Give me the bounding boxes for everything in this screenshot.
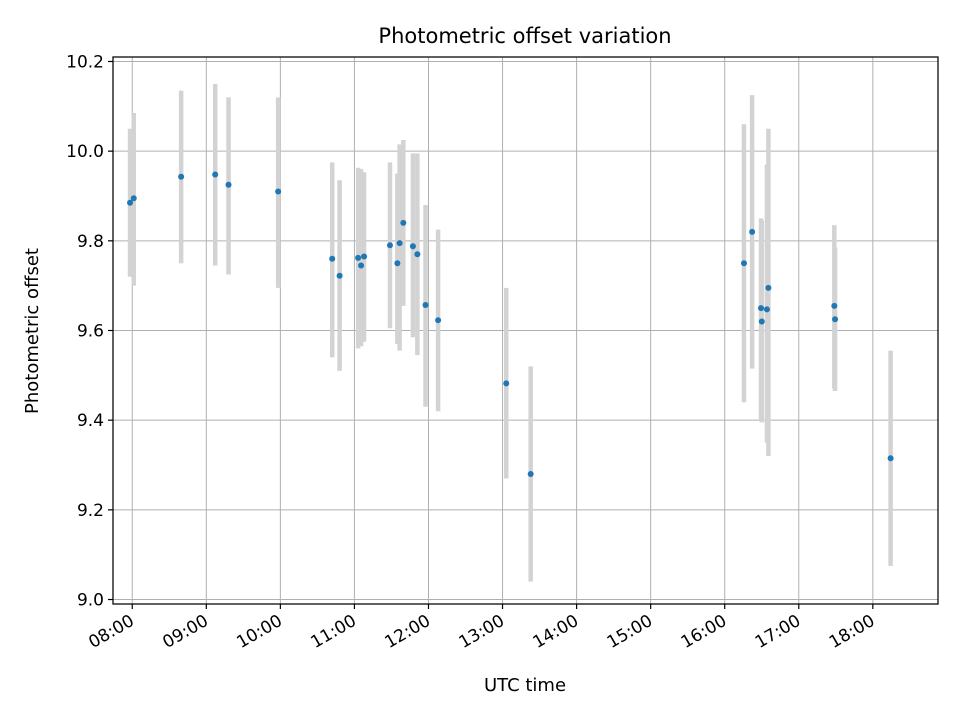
data-point [329, 255, 336, 262]
data-point [394, 260, 401, 267]
y-tick-label: 9.4 [77, 411, 104, 431]
data-point [758, 318, 765, 325]
data-point [831, 302, 838, 309]
data-point [130, 195, 137, 202]
data-point [887, 455, 894, 462]
data-point [212, 171, 219, 178]
data-point [409, 243, 416, 250]
data-point [336, 272, 343, 279]
grid [113, 57, 938, 604]
data-point [740, 260, 747, 267]
data-point [127, 199, 134, 206]
data-point [832, 316, 839, 323]
data-point [355, 254, 362, 261]
x-axis-label: UTC time [484, 675, 566, 696]
data-points [127, 171, 894, 477]
data-point [358, 262, 365, 269]
data-point [386, 242, 393, 249]
y-tick-label: 9.0 [77, 591, 104, 611]
data-point [361, 253, 368, 260]
data-point [763, 306, 770, 313]
data-point [758, 305, 765, 312]
y-tick-label: 9.6 [77, 322, 104, 342]
y-tick-label: 10.0 [66, 142, 104, 162]
data-point [527, 470, 534, 477]
y-tick-label: 10.2 [66, 52, 104, 72]
data-point [503, 380, 510, 387]
data-point [765, 284, 772, 291]
data-point [435, 317, 442, 324]
y-axis-ticks: 9.0 9.2 9.4 9.6 9.8 10.0 10.2 [66, 52, 113, 611]
y-tick-label: 9.2 [77, 501, 104, 521]
data-point [749, 228, 756, 235]
y-tick-label: 9.8 [77, 232, 104, 252]
data-point [178, 173, 185, 180]
data-point [400, 219, 407, 226]
data-point [396, 240, 403, 247]
y-axis-label: Photometric offset [22, 248, 43, 414]
chart-title: Photometric offset variation [378, 24, 671, 48]
data-point [225, 181, 232, 188]
data-point [275, 188, 282, 195]
data-point [414, 251, 421, 258]
data-point [422, 301, 429, 308]
